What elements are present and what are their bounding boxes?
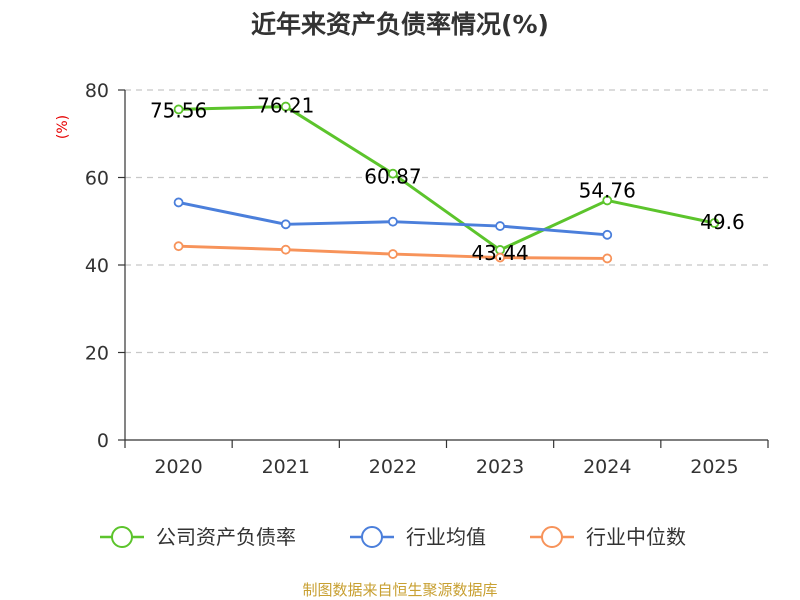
data-point [602,253,613,264]
x-tick-label: 2024 [583,456,631,478]
data-labels: 75.56 76.21 60.87 43.44 54.76 49.6 [150,94,745,265]
x-tick-label: 2025 [690,456,738,478]
x-tick-label: 2022 [369,456,417,478]
y-axis-label: (%) [55,115,71,139]
data-point [709,218,720,228]
y-tick-label: 0 [97,430,109,452]
data-point [280,101,291,112]
y-tick-label: 20 [85,343,109,365]
legend-marker [541,526,563,548]
data-label: 43.44 [471,241,528,265]
data-point [388,168,398,179]
data-label: 49.6 [700,210,745,234]
legend: 公司资产负债率 行业均值 行业中位数 [100,525,686,549]
data-label: 54.76 [579,178,636,202]
data-label: 75.56 [150,98,207,122]
data-label: 60.87 [364,165,421,189]
data-point [495,252,505,263]
legend-label: 行业中位数 [586,525,686,549]
x-tick-label: 2020 [154,456,202,478]
data-point [388,216,398,227]
source-note: 制图数据来自恒生聚源数据库 [302,581,497,599]
data-point [173,104,184,115]
data-point [602,195,613,206]
y-tick-label: 40 [85,255,109,277]
legend-marker [111,526,133,548]
series-line [178,105,715,252]
legend-marker [361,526,383,548]
grid [125,89,768,354]
data-point [388,249,398,259]
data-point [280,219,291,230]
series-group [173,101,720,264]
axes: 0 20 40 60 80 2020 2021 2022 2023 2024 2025 [85,80,769,478]
legend-label: 行业均值 [406,525,486,549]
x-tick-label: 2021 [262,456,310,478]
data-point [602,229,613,240]
x-tick-label: 2023 [476,456,524,478]
y-tick-label: 60 [85,168,109,190]
data-point [173,241,184,252]
data-label: 76.21 [257,94,314,118]
data-point [173,197,184,208]
legend-label: 公司资产负债率 [156,525,296,549]
chart-title: 近年来资产负债率情况(%) [251,10,549,39]
data-point [495,221,505,231]
y-tick-label: 80 [85,80,109,102]
data-point [280,244,291,255]
